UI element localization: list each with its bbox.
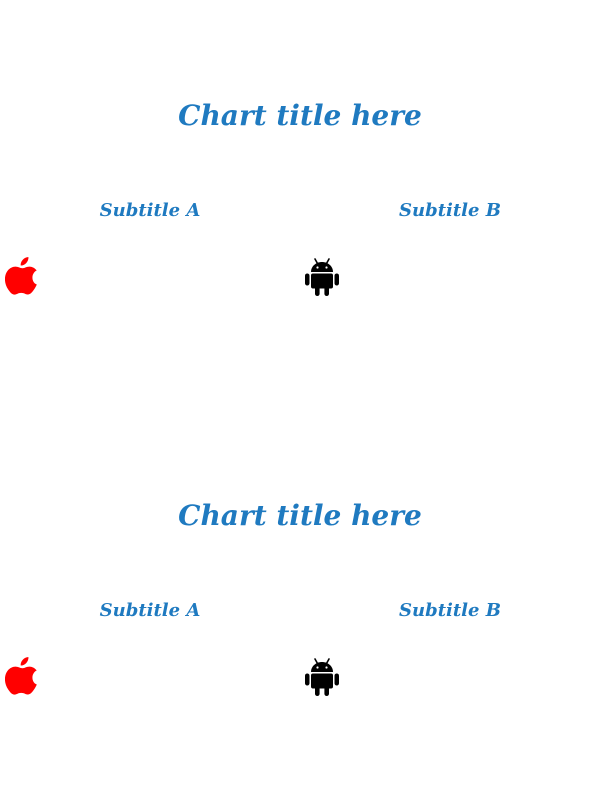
android-icon (305, 258, 339, 296)
android-icon (305, 658, 339, 696)
chart-title: Chart title here (178, 99, 422, 132)
chart-panel-1: Chart title here Subtitle A Subtitle B (5, 99, 501, 296)
subtitle-a: Subtitle A (99, 200, 201, 221)
chart-panel-2: Chart title here Subtitle A Subtitle B (0, 400, 600, 800)
apple-icon (5, 257, 37, 295)
subtitle-b: Subtitle B (399, 200, 501, 221)
apple-icon (5, 657, 37, 695)
chart-title: Chart title here (178, 499, 422, 532)
subtitle-b: Subtitle B (399, 600, 501, 621)
subtitle-a: Subtitle A (99, 600, 201, 621)
